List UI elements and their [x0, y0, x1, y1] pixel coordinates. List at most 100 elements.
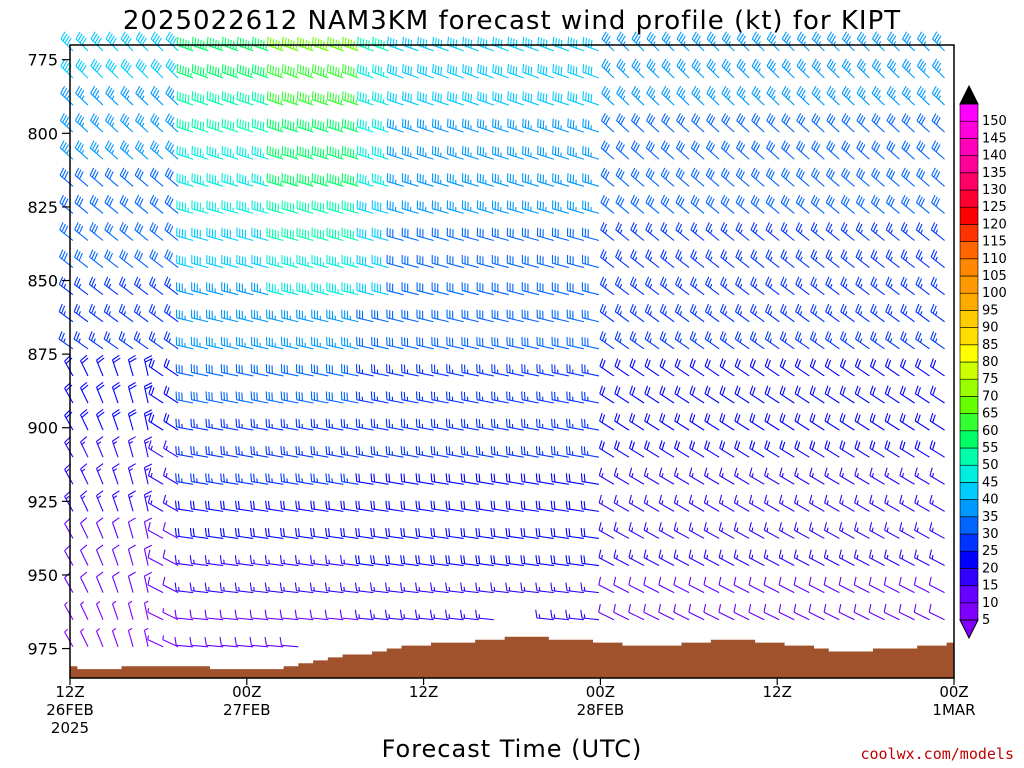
wind-barb — [295, 500, 314, 512]
wind-barb — [206, 118, 224, 133]
wind-barb — [781, 113, 795, 133]
wind-barb — [763, 522, 780, 539]
wind-barb — [565, 555, 584, 567]
y-tick-label: 975 — [27, 640, 58, 659]
wind-barb — [537, 91, 555, 106]
colorbar-label: 15 — [982, 579, 999, 594]
wind-barb — [505, 418, 524, 431]
wind-barb — [341, 145, 359, 160]
wind-barb — [536, 336, 554, 350]
wind-barb — [810, 276, 825, 296]
colorbar-label: 120 — [982, 217, 1007, 232]
wind-barb — [929, 522, 945, 539]
colorbar-cell — [959, 344, 979, 363]
wind-barb — [266, 118, 284, 133]
wind-barb — [148, 440, 164, 458]
wind-barb — [901, 85, 915, 106]
wind-barb — [219, 582, 239, 594]
wind-barb — [163, 412, 179, 431]
colorbar-label: 55 — [982, 441, 999, 456]
wind-barb — [356, 200, 374, 214]
wind-barb — [296, 64, 314, 79]
wind-barb — [446, 391, 464, 404]
wind-barb — [281, 118, 299, 133]
wind-barb — [384, 609, 404, 621]
wind-barb — [149, 194, 164, 214]
wind-barb — [839, 467, 855, 485]
wind-barb — [535, 445, 554, 458]
wind-barb — [251, 227, 269, 242]
wind-barb — [236, 255, 254, 269]
wind-barb — [446, 227, 464, 242]
wind-barb — [95, 601, 104, 620]
wind-barb — [341, 173, 359, 187]
colorbar-bottom-arrow — [959, 619, 979, 640]
wind-barb — [235, 391, 254, 404]
wind-barb — [280, 527, 299, 539]
chart-title: 2025022612 NAM3KM forecast wind profile … — [123, 6, 901, 36]
y-tick-label: 900 — [27, 419, 58, 438]
wind-barb — [280, 336, 299, 350]
wind-barb — [445, 418, 464, 431]
wind-barb — [644, 331, 660, 350]
wind-barb — [205, 364, 224, 377]
wind-barb — [220, 364, 239, 377]
wind-barb — [460, 609, 479, 621]
wind-barb — [476, 364, 494, 377]
wind-barb — [900, 222, 915, 241]
wind-barb — [899, 412, 915, 431]
wind-barb — [566, 309, 585, 323]
wind-barb — [111, 600, 119, 620]
wind-barb — [415, 445, 434, 458]
wind-barb — [734, 385, 750, 404]
wind-barb — [220, 336, 239, 350]
wind-barb — [900, 276, 915, 296]
wind-barb — [103, 276, 119, 296]
wind-barb — [356, 282, 374, 296]
wind-barb — [415, 391, 434, 404]
y-tick-label: 775 — [27, 51, 58, 70]
wind-barb — [629, 303, 645, 323]
wind-barb — [280, 391, 299, 404]
wind-barb — [811, 85, 825, 106]
wind-barb — [143, 463, 153, 485]
wind-barb — [703, 576, 720, 594]
wind-barb — [371, 282, 389, 296]
wind-barb — [809, 331, 825, 350]
colorbar-cell — [959, 292, 979, 311]
wind-barb — [616, 58, 630, 79]
wind-barb — [522, 36, 540, 52]
wind-barb — [325, 364, 344, 377]
wind-barb — [339, 609, 359, 621]
wind-barb — [615, 222, 630, 241]
wind-barb — [205, 500, 224, 512]
wind-barb — [446, 364, 464, 377]
wind-barb — [235, 445, 254, 458]
wind-barb — [236, 91, 254, 106]
wind-barb — [883, 576, 900, 594]
wind-barb — [537, 173, 555, 187]
wind-barb — [914, 358, 930, 377]
colorbar-label: 125 — [982, 200, 1007, 215]
wind-barb — [733, 494, 750, 512]
wind-barb — [869, 494, 885, 512]
wind-barb — [281, 227, 299, 242]
wind-barb — [521, 200, 539, 214]
wind-barb — [870, 194, 885, 214]
wind-barb — [520, 500, 539, 512]
wind-barb — [326, 200, 344, 214]
wind-barb — [445, 473, 464, 485]
wind-barb — [89, 194, 104, 214]
wind-barb — [506, 309, 524, 323]
wind-barb — [280, 500, 299, 512]
wind-barb — [765, 222, 780, 241]
wind-barb — [886, 58, 900, 79]
wind-barb — [326, 64, 344, 79]
wind-barb — [311, 227, 329, 242]
wind-barb — [915, 276, 930, 296]
wind-barb — [415, 582, 434, 594]
x-tick-label: 00Z — [232, 683, 261, 701]
wind-barb — [855, 303, 870, 323]
wind-barb — [311, 200, 329, 214]
wind-barb — [416, 173, 434, 187]
